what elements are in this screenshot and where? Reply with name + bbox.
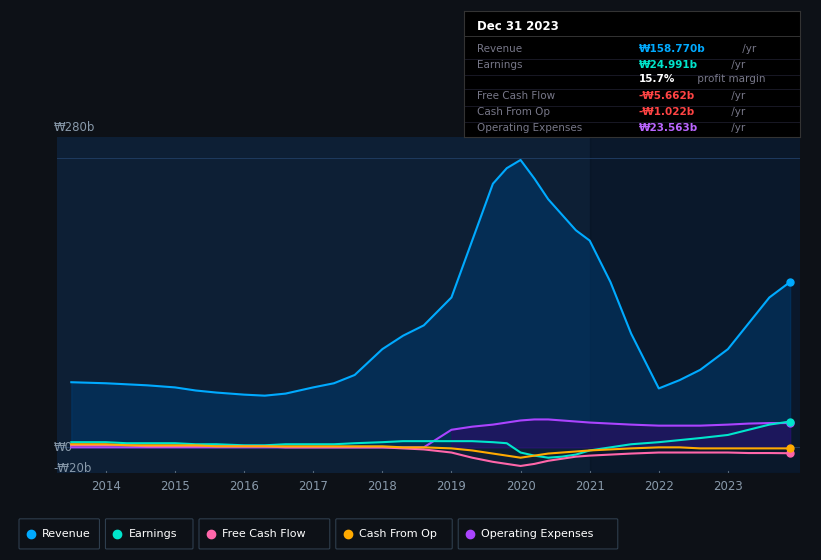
Text: ₩158.770b: ₩158.770b [639, 44, 706, 54]
Text: 2021: 2021 [575, 480, 604, 493]
Text: 15.7%: 15.7% [639, 74, 676, 84]
Text: Free Cash Flow: Free Cash Flow [222, 529, 305, 539]
Text: Earnings: Earnings [128, 529, 177, 539]
Text: ₩280b: ₩280b [53, 121, 95, 134]
Text: /yr: /yr [727, 107, 745, 117]
Text: Revenue: Revenue [42, 529, 91, 539]
Text: Operating Expenses: Operating Expenses [481, 529, 594, 539]
Text: Cash From Op: Cash From Op [477, 107, 550, 117]
Text: Free Cash Flow: Free Cash Flow [477, 91, 556, 101]
Text: ₩0: ₩0 [53, 441, 73, 454]
FancyBboxPatch shape [458, 519, 617, 549]
Text: 2016: 2016 [229, 480, 259, 493]
Bar [589, 137, 804, 473]
Text: Revenue: Revenue [477, 44, 522, 54]
Text: /yr: /yr [727, 123, 745, 133]
Text: Cash From Op: Cash From Op [359, 529, 437, 539]
Text: 2014: 2014 [91, 480, 121, 493]
Text: 2018: 2018 [368, 480, 397, 493]
Text: /yr: /yr [739, 44, 756, 54]
FancyBboxPatch shape [105, 519, 193, 549]
FancyBboxPatch shape [199, 519, 330, 549]
Text: Operating Expenses: Operating Expenses [477, 123, 583, 133]
Text: 2019: 2019 [437, 480, 466, 493]
Text: Dec 31 2023: Dec 31 2023 [477, 20, 559, 33]
Text: -₩5.662b: -₩5.662b [639, 91, 695, 101]
Text: /yr: /yr [727, 60, 745, 71]
Text: -₩1.022b: -₩1.022b [639, 107, 695, 117]
Text: ₩24.991b: ₩24.991b [639, 60, 698, 71]
Text: 2020: 2020 [506, 480, 535, 493]
Text: -₩20b: -₩20b [53, 461, 92, 474]
Text: 2023: 2023 [713, 480, 743, 493]
Text: profit margin: profit margin [695, 74, 766, 84]
Text: Earnings: Earnings [477, 60, 523, 71]
Text: /yr: /yr [727, 91, 745, 101]
Text: 2017: 2017 [298, 480, 328, 493]
Text: 2015: 2015 [160, 480, 190, 493]
FancyBboxPatch shape [19, 519, 99, 549]
Text: 2022: 2022 [644, 480, 674, 493]
Text: ₩23.563b: ₩23.563b [639, 123, 698, 133]
FancyBboxPatch shape [336, 519, 452, 549]
